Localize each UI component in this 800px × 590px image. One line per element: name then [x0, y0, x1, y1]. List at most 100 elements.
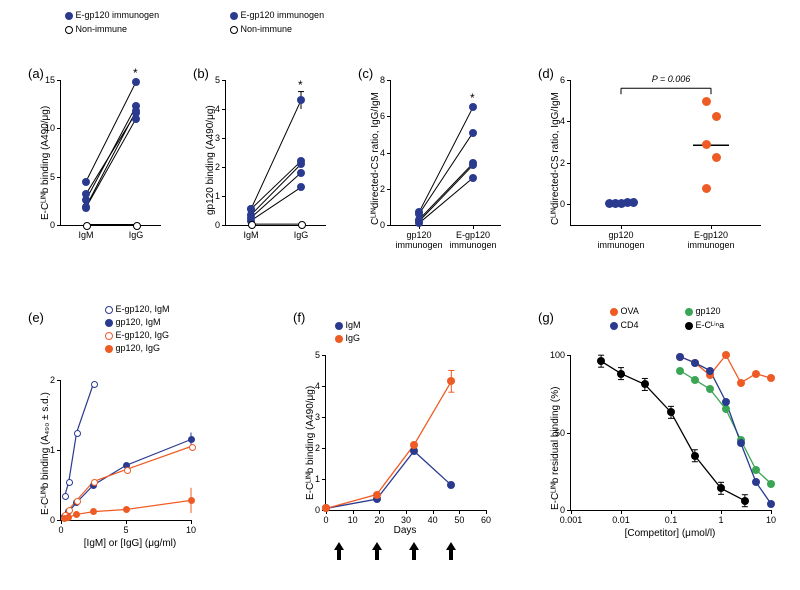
ytick-label: 0 — [198, 220, 220, 230]
legend-label: Non-immune — [76, 24, 128, 34]
ytick-label: 8 — [363, 75, 385, 85]
ytick-label: 5 — [198, 75, 220, 85]
data-point — [702, 184, 711, 193]
legend-label: gp120 — [696, 306, 721, 316]
panel-f: (f) E-Cᴸᴵᴺb binding (A490/μg) 0123450102… — [275, 300, 505, 570]
lines-layer — [391, 80, 501, 225]
panel-g-plot: 0501000.0010.010.1110 — [570, 355, 771, 511]
data-point — [410, 441, 418, 449]
xtick-label: E-gp120immunogen — [676, 230, 746, 250]
figure: (a) E-Cᴸᴵᴺb binding (A490/μg) 051015IgMI… — [0, 0, 800, 590]
data-point — [298, 221, 306, 229]
xtick-label: 10 — [166, 525, 216, 535]
legend-label: gp120, IgM — [116, 317, 161, 327]
ytick-label: 6 — [543, 75, 565, 85]
circle-open-icon — [230, 26, 238, 34]
data-point — [722, 398, 730, 406]
legend-label: E-gp120 immunogen — [241, 10, 325, 20]
data-point — [469, 129, 477, 137]
legend-label: Non-immune — [241, 24, 293, 34]
xtick-label: gp120immunogen — [389, 230, 449, 250]
panel-e-legend-4: gp120, IgG — [105, 343, 160, 353]
xtick-label: 0.1 — [646, 515, 696, 525]
legend-label: CD4 — [621, 320, 639, 330]
arrow-icon — [445, 542, 457, 565]
ytick-label: 2 — [198, 162, 220, 172]
legend-label: gp120, IgG — [116, 343, 161, 353]
circle-open-icon — [105, 306, 113, 314]
panel-e: (e) E-Cᴸᴵᴺb binding (A₄₉₀ ± s.d.) 012051… — [10, 300, 260, 570]
ytick-label: 5 — [298, 350, 320, 360]
panel-c: (c) Cᴸᴵᴺdirected-CS ratio, IgG/IgM 02468… — [340, 10, 510, 260]
panel-b-plot: 012345IgMIgG* — [225, 80, 326, 226]
data-point — [629, 198, 638, 207]
panel-e-plot: 0120510 — [60, 380, 191, 521]
data-point — [189, 444, 196, 451]
panel-e-legend-3: E-gp120, IgG — [105, 330, 169, 340]
circle-icon — [105, 319, 113, 327]
data-point — [676, 353, 684, 361]
panel-g: (g) E-Cᴸᴵᴺb residual binding (%) 0501000… — [520, 300, 790, 570]
xtick-label: 0.01 — [596, 515, 646, 525]
xtick-label: IgG — [276, 230, 326, 240]
data-point — [741, 497, 749, 505]
panel-f-legend-1: IgM — [335, 320, 361, 330]
data-point — [706, 367, 714, 375]
data-point — [691, 376, 699, 384]
data-point — [752, 466, 760, 474]
data-point — [706, 385, 714, 393]
ytick-label: 6 — [363, 111, 385, 121]
data-point — [82, 190, 90, 198]
data-point — [124, 467, 131, 474]
legend-label: IgM — [346, 320, 361, 330]
significance-marker: * — [133, 66, 138, 80]
ytick-label: 5 — [33, 172, 55, 182]
ytick-label: 0 — [33, 220, 55, 230]
data-point — [91, 479, 98, 486]
circle-icon — [230, 12, 238, 20]
data-point — [65, 514, 72, 521]
ytick-label: 1 — [33, 445, 55, 455]
circle-icon — [610, 308, 618, 316]
panel-g-legend-1: OVA — [610, 306, 639, 316]
panel-a: (a) E-Cᴸᴵᴺb binding (A490/μg) 051015IgMI… — [10, 10, 170, 260]
data-point — [767, 500, 775, 508]
ytick-label: 2 — [363, 184, 385, 194]
xtick-label: gp120immunogen — [586, 230, 656, 250]
ytick-label: 1 — [298, 474, 320, 484]
p-value-label: P = 0.006 — [636, 74, 706, 84]
ytick-label: 100 — [543, 350, 565, 360]
panel-f-letter: (f) — [293, 310, 305, 325]
panel-b-legend-1: E-gp120 immunogen — [230, 10, 324, 20]
circle-icon — [685, 308, 693, 316]
significance-marker: * — [470, 91, 475, 105]
ytick-label: 0 — [298, 505, 320, 515]
data-point — [247, 205, 255, 213]
panel-a-legend-2: Non-immune — [65, 24, 127, 34]
data-point — [123, 506, 130, 513]
data-point — [297, 169, 305, 177]
xtick-label: E-gp120immunogen — [443, 230, 503, 250]
panel-e-legend-1: E-gp120, IgM — [105, 304, 170, 314]
data-point — [248, 221, 256, 229]
arrow-icon — [371, 542, 383, 565]
panel-b-legend-2: Non-immune — [230, 24, 292, 34]
data-point — [83, 222, 91, 230]
panel-a-legend-1: E-gp120 immunogen — [65, 10, 159, 20]
data-point — [91, 381, 98, 388]
ytick-label: 1 — [198, 191, 220, 201]
panel-g-legend-3: CD4 — [610, 320, 639, 330]
ytick-label: 2 — [298, 443, 320, 453]
panel-f-xlabel: Days — [325, 525, 485, 536]
panel-g-legend-4: E-Cᴸⁱⁿa — [685, 320, 724, 331]
ytick-label: 0 — [543, 505, 565, 515]
data-point — [691, 359, 699, 367]
ytick-label: 4 — [543, 116, 565, 126]
ytick-label: 0 — [543, 199, 565, 209]
panel-c-plot: 02468gp120immunogenE-gp120immunogen* — [390, 80, 501, 226]
data-point — [767, 480, 775, 488]
legend-label: E-Cᴸⁱⁿa — [696, 320, 725, 330]
significance-marker: * — [298, 78, 303, 92]
circle-icon — [105, 345, 113, 353]
data-point — [712, 112, 721, 121]
